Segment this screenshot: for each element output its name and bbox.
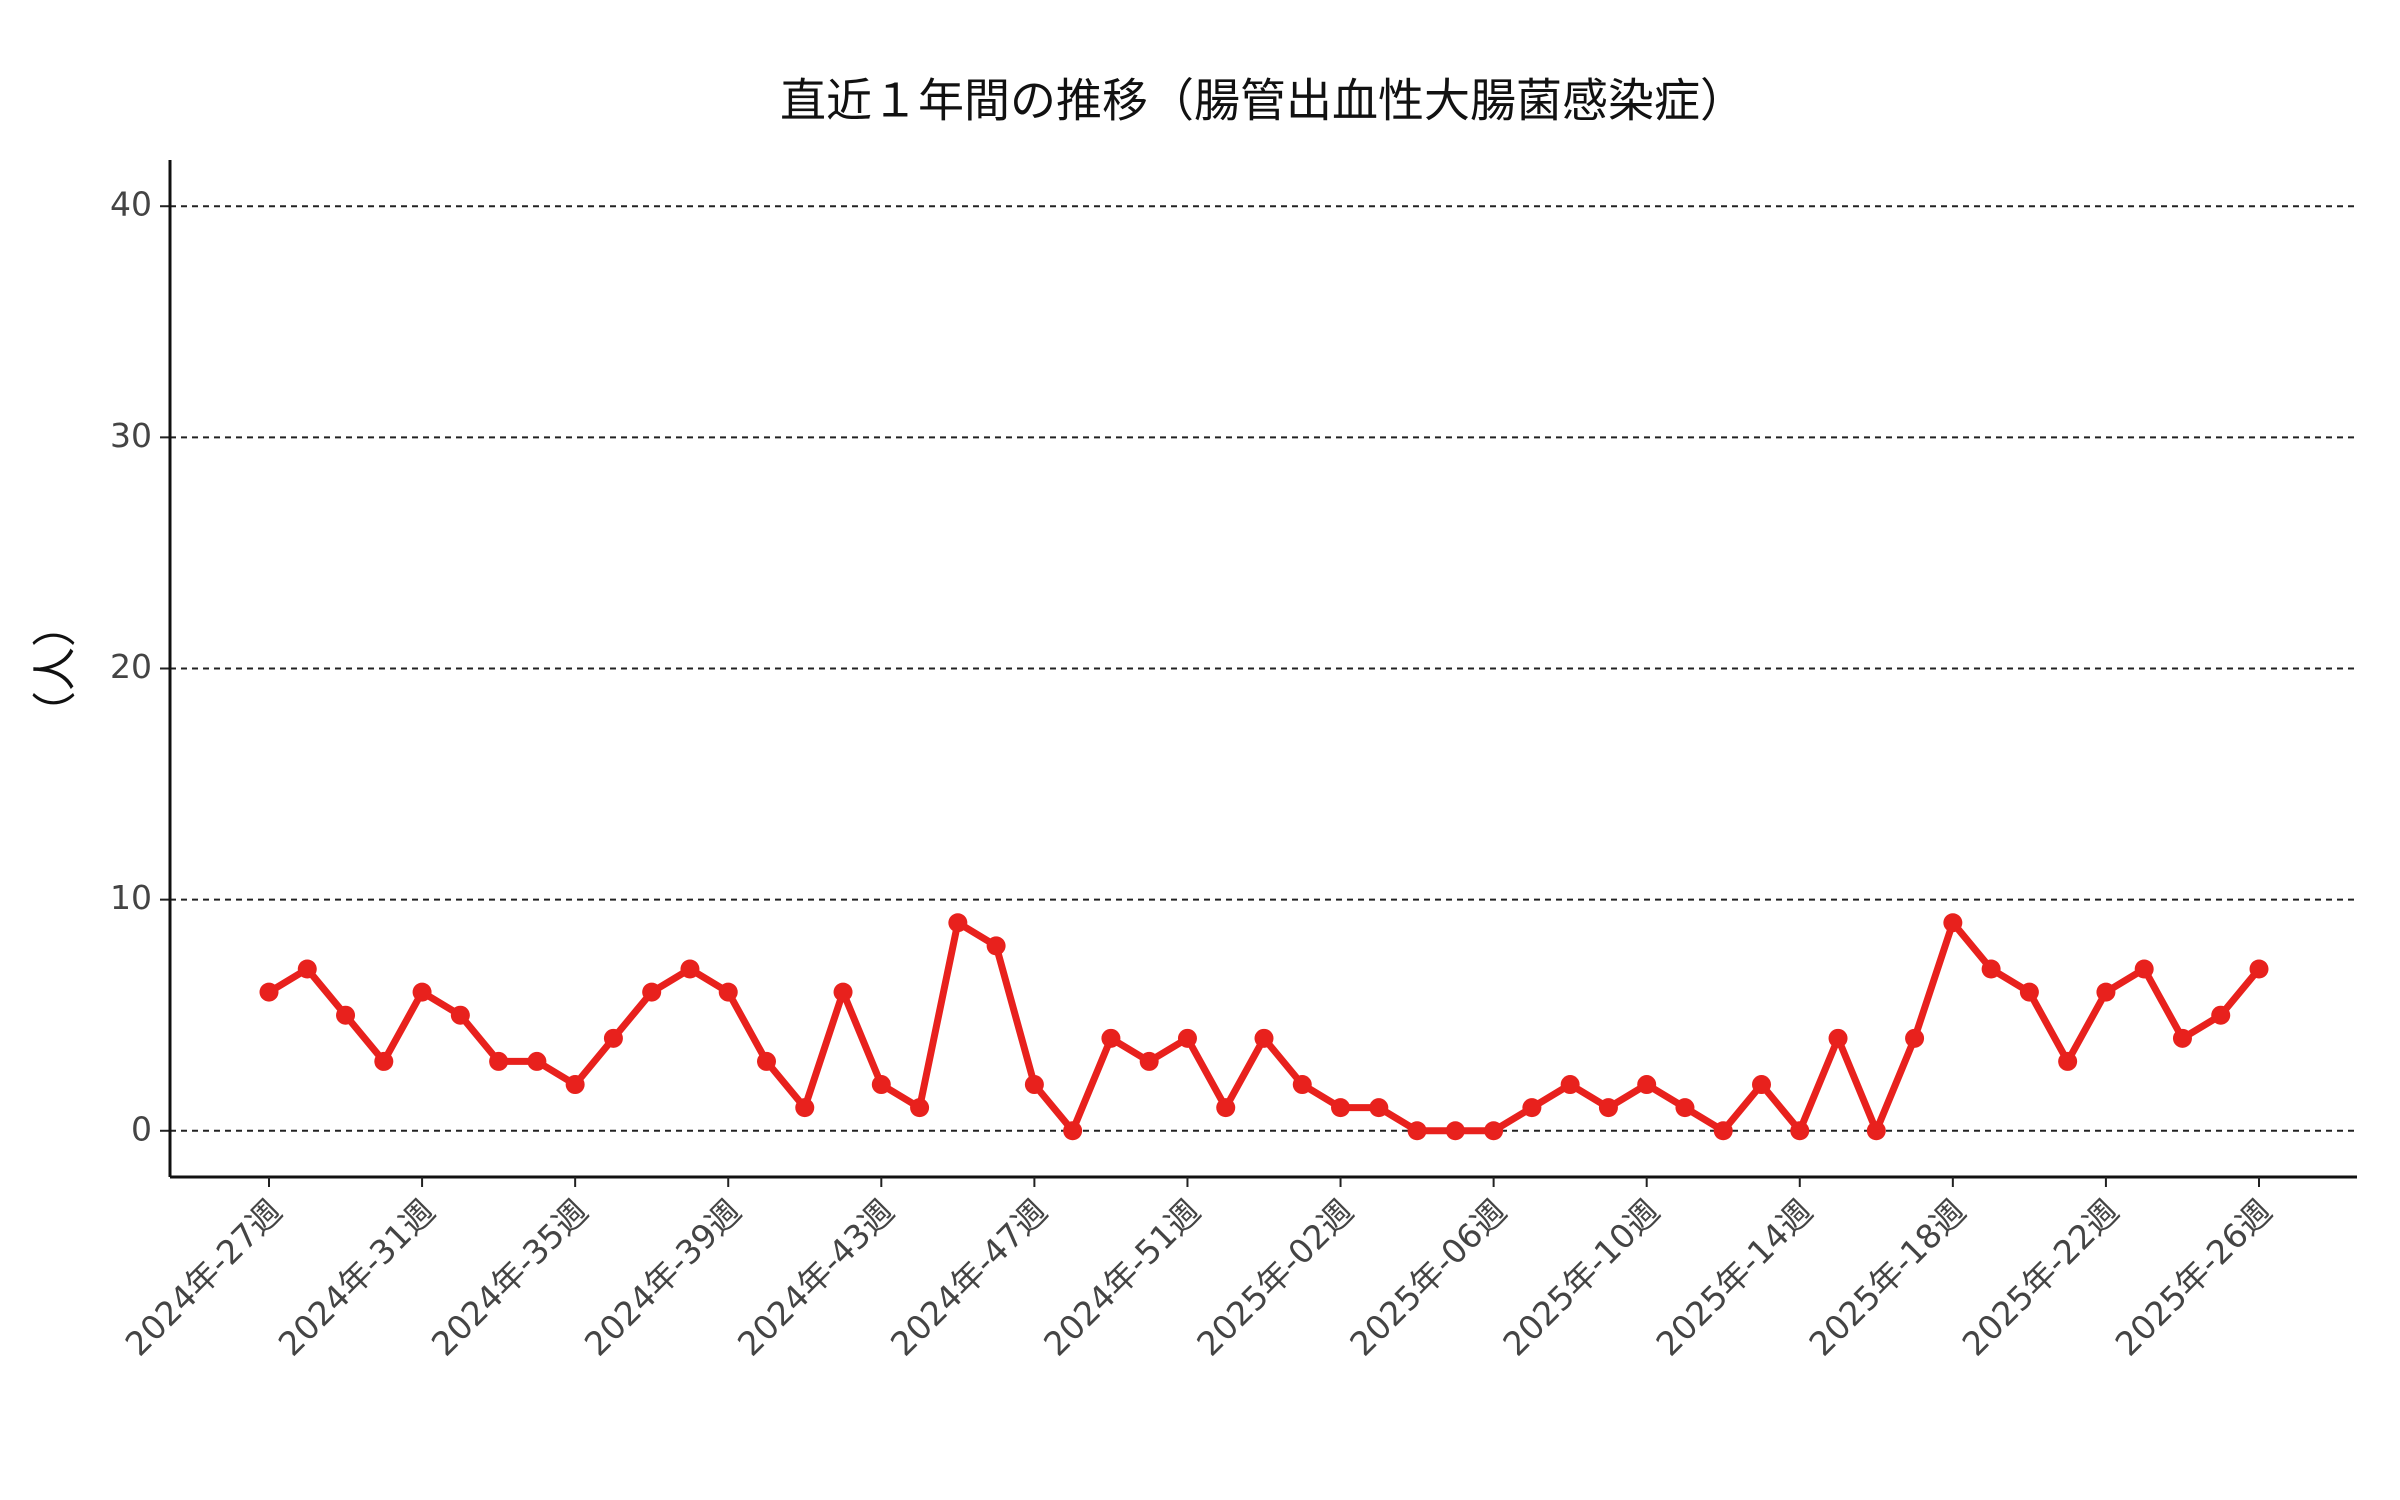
point bbox=[1522, 1098, 1542, 1118]
x-tick-label: 2024年-39週 bbox=[577, 1192, 749, 1364]
point bbox=[450, 1005, 470, 1025]
point bbox=[2096, 982, 2116, 1002]
x-tick-label: 2024年-35週 bbox=[424, 1192, 596, 1364]
y-tick-label: 20 bbox=[110, 647, 152, 686]
point bbox=[1905, 1028, 1925, 1048]
chart-title: 直近１年間の推移（腸管出血性大腸菌感染症） bbox=[780, 74, 1746, 128]
x-tick-label: 2024年-31週 bbox=[271, 1192, 443, 1364]
x-tick-label: 2025年-14週 bbox=[1648, 1192, 1820, 1364]
point bbox=[1177, 1028, 1197, 1048]
point bbox=[718, 982, 738, 1002]
x-tick-label: 2025年-18週 bbox=[1801, 1192, 1973, 1364]
point bbox=[986, 936, 1006, 956]
point bbox=[2134, 959, 2154, 979]
point bbox=[871, 1075, 891, 1095]
x-tick-label: 2025年-02週 bbox=[1189, 1192, 1361, 1364]
point bbox=[795, 1098, 815, 1118]
point bbox=[1101, 1028, 1121, 1048]
point bbox=[1637, 1075, 1657, 1095]
point bbox=[1407, 1121, 1427, 1141]
point bbox=[1675, 1098, 1695, 1118]
point bbox=[1139, 1051, 1159, 1071]
x-tick-label: 2024年-47週 bbox=[883, 1192, 1055, 1364]
point bbox=[1063, 1121, 1083, 1141]
point bbox=[2211, 1005, 2231, 1025]
point bbox=[1024, 1075, 1044, 1095]
point bbox=[1713, 1121, 1733, 1141]
y-axis-label: （人） bbox=[30, 603, 81, 735]
point bbox=[948, 913, 968, 933]
point bbox=[527, 1051, 547, 1071]
point bbox=[412, 982, 432, 1002]
point bbox=[2172, 1028, 2192, 1048]
point bbox=[603, 1028, 623, 1048]
point bbox=[1943, 913, 1963, 933]
point bbox=[297, 959, 317, 979]
point bbox=[336, 1005, 356, 1025]
point bbox=[1598, 1098, 1618, 1118]
y-tick-label: 40 bbox=[110, 185, 152, 224]
x-tick-label: 2024年-27週 bbox=[118, 1192, 290, 1364]
point bbox=[2019, 982, 2039, 1002]
point bbox=[1331, 1098, 1351, 1118]
line bbox=[267, 919, 2262, 1135]
point bbox=[489, 1051, 509, 1071]
point bbox=[1254, 1028, 1274, 1048]
point bbox=[833, 982, 853, 1002]
point bbox=[259, 982, 279, 1002]
point bbox=[642, 982, 662, 1002]
x-tick-label: 2024年-51週 bbox=[1036, 1192, 1208, 1364]
point bbox=[757, 1051, 776, 1071]
y-tick-label: 0 bbox=[131, 1109, 152, 1148]
point bbox=[1445, 1121, 1465, 1141]
point bbox=[680, 959, 700, 979]
point bbox=[2058, 1051, 2078, 1071]
point bbox=[910, 1098, 930, 1118]
point bbox=[1981, 959, 2001, 979]
point bbox=[1752, 1075, 1771, 1095]
point bbox=[1369, 1098, 1389, 1118]
x-tick-label: 2025年-22週 bbox=[1955, 1192, 2127, 1364]
point bbox=[2249, 959, 2269, 979]
y-tick-label: 30 bbox=[110, 416, 152, 455]
point bbox=[1560, 1075, 1580, 1095]
point bbox=[1292, 1075, 1312, 1095]
x-tick-label: 2025年-10週 bbox=[1495, 1192, 1667, 1364]
point bbox=[1790, 1121, 1810, 1141]
point bbox=[1828, 1028, 1848, 1048]
point bbox=[1484, 1121, 1504, 1141]
x-tick-label: 2024年-43週 bbox=[730, 1192, 902, 1364]
point bbox=[1866, 1121, 1886, 1141]
point bbox=[565, 1075, 585, 1095]
point bbox=[1216, 1098, 1236, 1118]
x-tick-label: 2025年-26週 bbox=[2108, 1192, 2280, 1364]
point bbox=[374, 1051, 394, 1071]
y-tick-label: 10 bbox=[110, 878, 152, 917]
x-tick-label: 2025年-06週 bbox=[1342, 1192, 1514, 1364]
